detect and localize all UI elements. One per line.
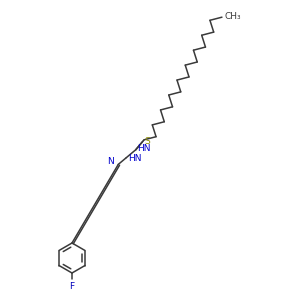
Text: HN: HN	[137, 143, 151, 152]
Text: F: F	[69, 282, 75, 291]
Text: HN: HN	[128, 154, 141, 163]
Text: N: N	[107, 157, 114, 166]
Text: CH₃: CH₃	[225, 12, 242, 21]
Text: S: S	[145, 137, 151, 146]
